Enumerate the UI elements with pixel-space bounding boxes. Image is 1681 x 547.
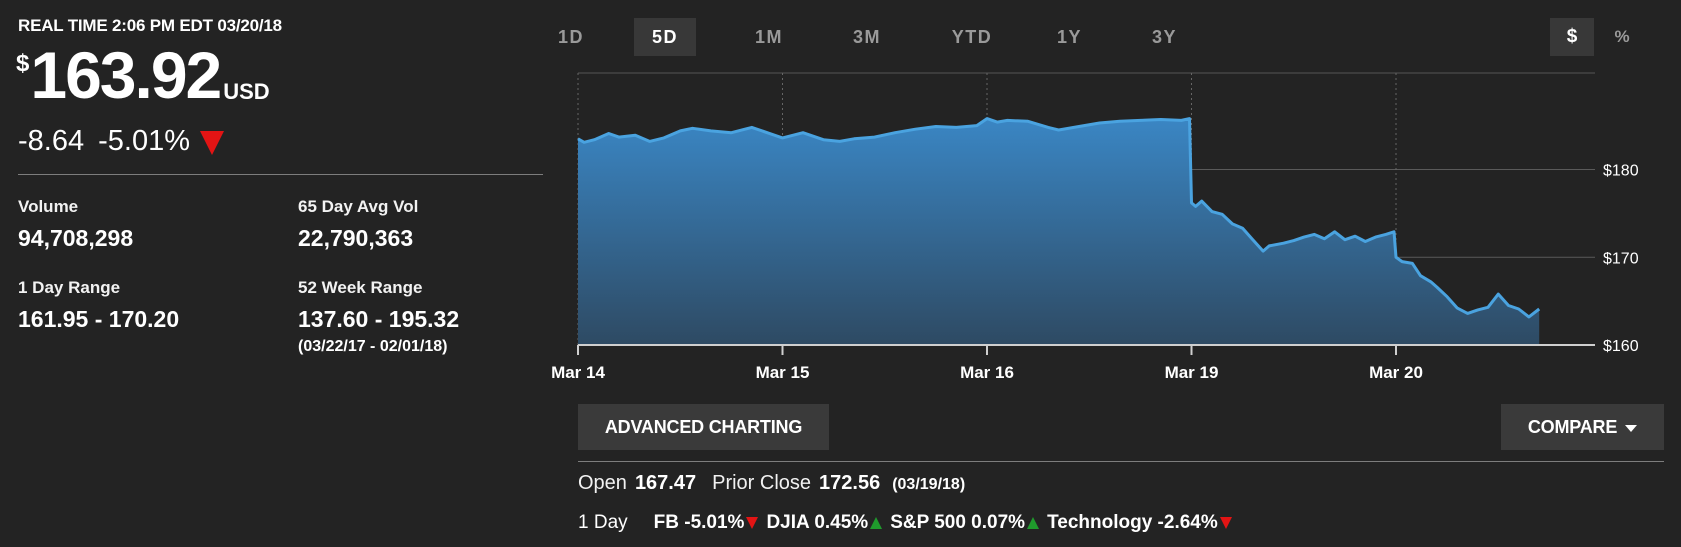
x-tick-label: Mar 15 — [756, 363, 810, 382]
week52-range-value: 137.60 - 195.32 — [298, 306, 460, 332]
advanced-charting-button[interactable]: ADVANCED CHARTING — [578, 404, 829, 450]
down-arrow-icon — [200, 130, 224, 155]
range-tabs: 1D 5D 1M 3M YTD 1Y 3Y — [545, 18, 1192, 56]
tab-1y[interactable]: 1Y — [1056, 27, 1083, 47]
prior-close-label: Prior Close — [712, 472, 812, 494]
avg-volume-label: 65 Day Avg Vol — [298, 197, 419, 216]
price-area — [578, 118, 1540, 345]
open-value: 167.47 — [634, 472, 697, 494]
index-fb[interactable]: FB -5.01% — [654, 512, 759, 534]
volume-label: Volume — [18, 197, 79, 216]
up-arrow-icon — [1027, 517, 1040, 529]
index-djia-text: DJIA 0.45% — [766, 512, 869, 533]
caret-down-icon — [1625, 424, 1638, 432]
index-sp500-text: S&P 500 0.07% — [890, 512, 1026, 533]
price-change-row: -8.64 -5.01% — [18, 125, 224, 158]
tab-3y[interactable]: 3Y — [1151, 27, 1178, 47]
open-close-summary: Open 167.47 Prior Close 172.56 (03/19/18… — [578, 472, 965, 495]
y-axis: $160 $170 $180 — [1603, 163, 1639, 355]
x-axis: Mar 14 Mar 15 Mar 16 Mar 19 Mar 20 — [551, 344, 1595, 382]
currency-symbol: $ — [16, 50, 30, 77]
divider — [18, 174, 543, 175]
prior-close-date: (03/19/18) — [892, 476, 966, 493]
index-fb-text: FB -5.01% — [653, 512, 745, 533]
x-tick-label: Mar 16 — [960, 363, 1014, 382]
last-price: 163.92 — [30, 38, 222, 112]
x-tick-label: Mar 20 — [1369, 363, 1423, 382]
price-change: -8.64 — [18, 125, 85, 157]
index-sp500[interactable]: S&P 500 0.07% — [890, 512, 1040, 534]
day-range-label: 1 Day Range — [18, 278, 121, 297]
down-arrow-icon — [746, 517, 759, 529]
y-tick-label: $170 — [1603, 250, 1639, 267]
tab-1m[interactable]: 1M — [754, 27, 783, 47]
index-technology[interactable]: Technology -2.64% — [1047, 512, 1232, 534]
volume-value: 94,708,298 — [18, 225, 134, 251]
tab-3m[interactable]: 3M — [852, 27, 881, 47]
indices-period-label: 1 Day — [578, 512, 628, 533]
index-technology-text: Technology -2.64% — [1047, 512, 1218, 533]
realtime-timestamp: REAL TIME 2:06 PM EDT 03/20/18 — [18, 16, 282, 35]
index-djia[interactable]: DJIA 0.45% — [766, 512, 883, 534]
price-block: $ 163.92 USD — [16, 42, 270, 108]
avg-volume-value: 22,790,363 — [298, 225, 414, 251]
y-tick-label: $160 — [1603, 338, 1639, 355]
day-range-value: 161.95 - 170.20 — [18, 306, 180, 332]
price-change-percent: -5.01% — [98, 125, 190, 157]
price-line — [577, 117, 1541, 319]
one-day-indices: 1 Day FB -5.01% DJIA 0.45% S&P 500 0.07%… — [578, 512, 1240, 534]
price-currency: USD — [223, 79, 270, 104]
down-arrow-icon — [1219, 517, 1232, 529]
percent-mode-toggle[interactable]: % — [1614, 27, 1630, 46]
tab-ytd[interactable]: YTD — [951, 27, 993, 47]
tab-5d[interactable]: 5D — [634, 18, 696, 56]
compare-label: COMPARE — [1527, 417, 1618, 437]
compare-dropdown[interactable]: COMPARE — [1501, 404, 1664, 450]
tab-1d[interactable]: 1D — [557, 27, 584, 47]
y-tick-label: $180 — [1603, 163, 1639, 180]
price-chart[interactable]: Mar 14 Mar 15 Mar 16 Mar 19 Mar 20 $160$170$… — [0, 0, 1681, 400]
x-tick-label: Mar 14 — [551, 363, 605, 382]
week52-range-label: 52 Week Range — [298, 278, 423, 297]
x-tick-label: Mar 19 — [1165, 363, 1219, 382]
up-arrow-icon — [870, 517, 883, 529]
week52-range-dates: (03/22/17 - 02/01/18) — [298, 338, 448, 355]
prior-close-value: 172.56 — [819, 472, 881, 494]
divider — [578, 461, 1664, 462]
open-label: Open — [578, 472, 627, 494]
dollar-mode-toggle[interactable]: $ — [1550, 18, 1594, 56]
